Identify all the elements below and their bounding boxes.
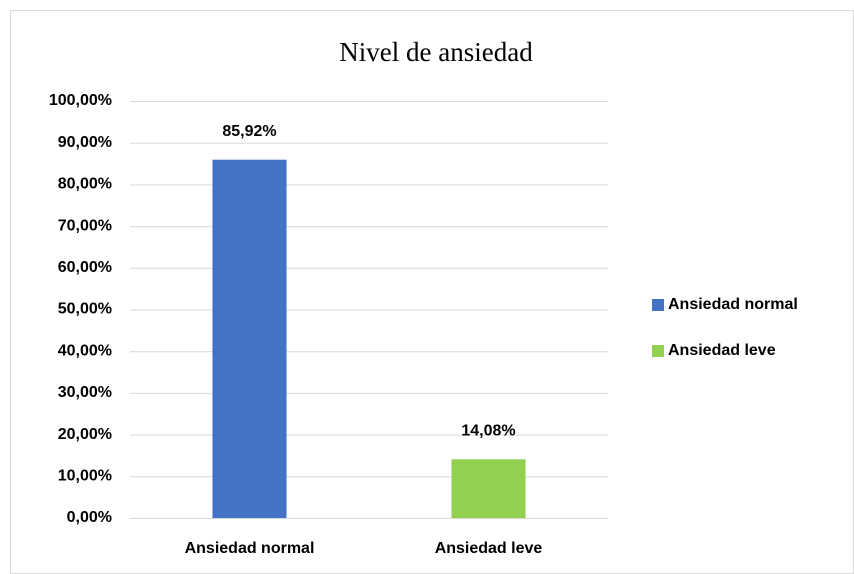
y-tick-label: 40,00% [58, 342, 112, 359]
y-tick-label: 70,00% [58, 217, 112, 234]
x-tick-label: Ansiedad leve [435, 540, 543, 557]
x-tick-label: Ansiedad normal [185, 540, 315, 557]
legend-label: Ansiedad leve [668, 342, 776, 359]
data-label: 85,92% [222, 123, 276, 140]
legend-swatch [652, 299, 664, 311]
legend-swatch [652, 345, 664, 357]
bar [451, 459, 526, 518]
y-tick-label: 10,00% [58, 468, 112, 485]
data-label: 14,08% [461, 423, 515, 440]
bar [212, 159, 287, 518]
y-tick-label: 0,00% [67, 509, 112, 526]
y-tick-label: 50,00% [58, 301, 112, 318]
y-tick-label: 80,00% [58, 176, 112, 193]
y-tick-label: 90,00% [58, 134, 112, 151]
chart-title: Nivel de ansiedad [339, 37, 533, 67]
y-tick-label: 30,00% [58, 384, 112, 401]
chart-frame [10, 10, 854, 574]
y-tick-label: 60,00% [58, 259, 112, 276]
y-tick-label: 20,00% [58, 426, 112, 443]
legend-label: Ansiedad normal [668, 296, 798, 313]
y-tick-label: 100,00% [49, 92, 112, 109]
